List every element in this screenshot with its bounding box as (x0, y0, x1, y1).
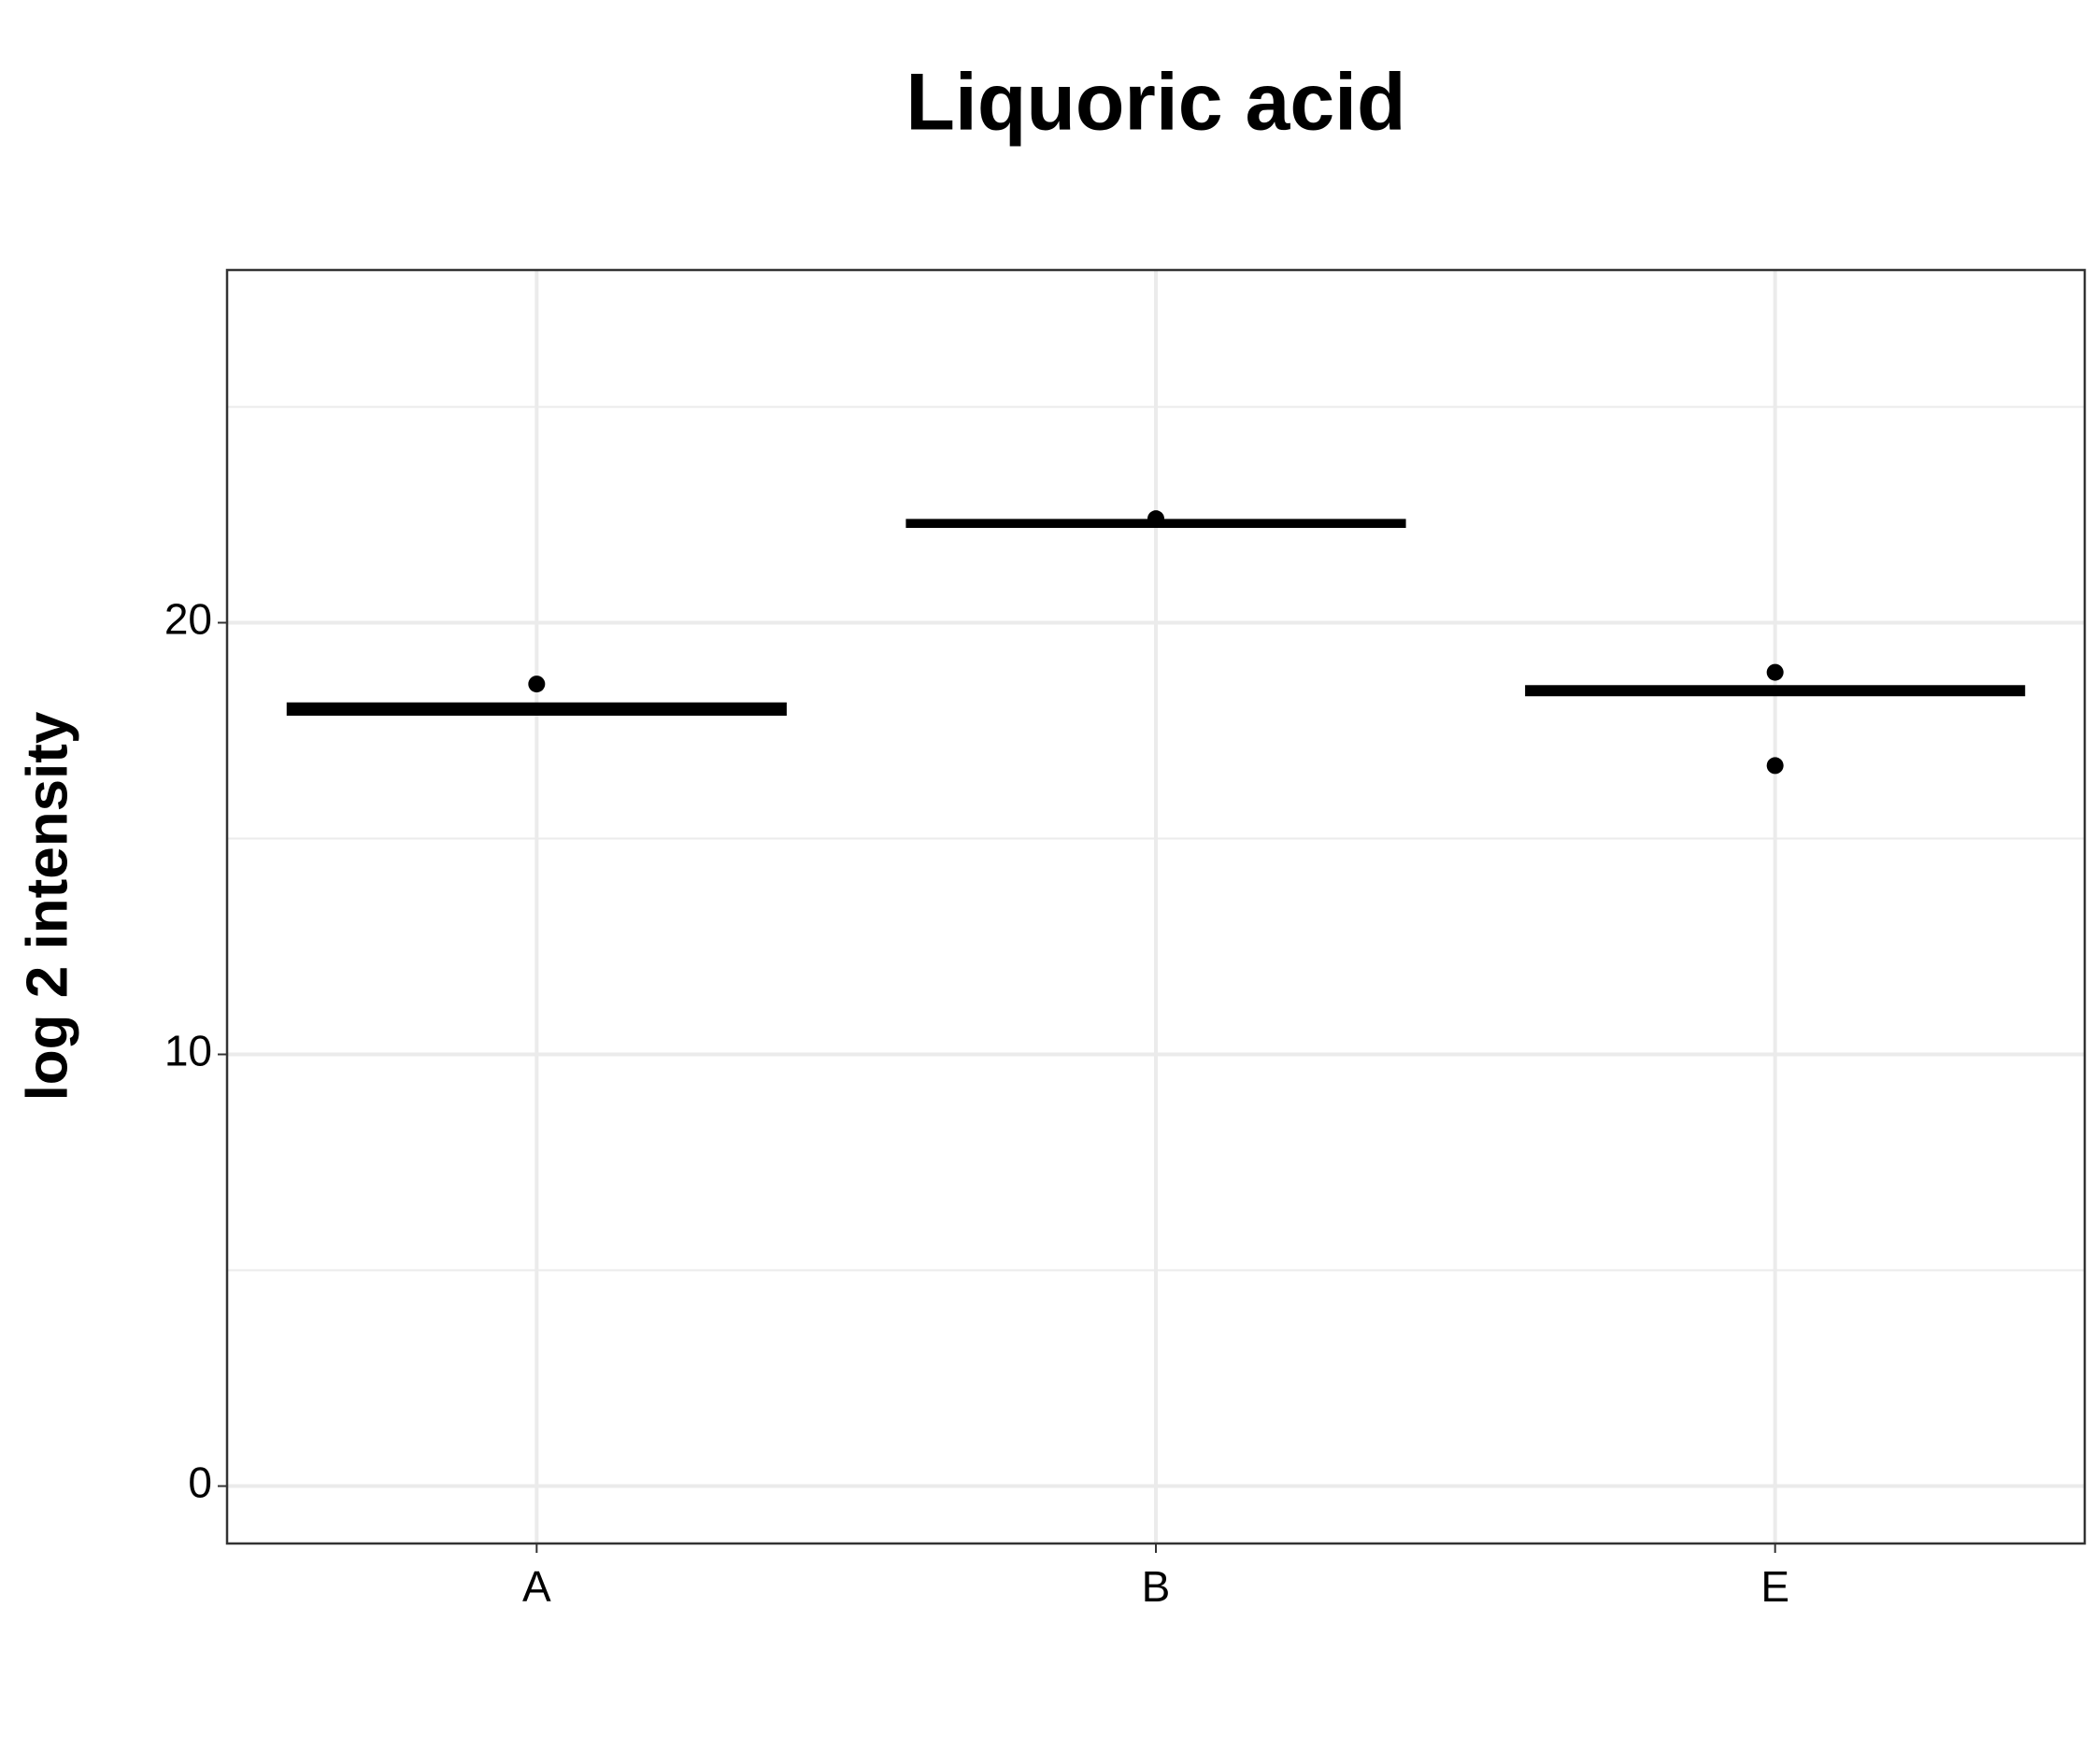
chart-title: Liquoric acid (905, 58, 1405, 148)
x-tick-label: B (1142, 1562, 1171, 1611)
data-point (528, 676, 546, 693)
y-tick-label: 10 (164, 1027, 212, 1075)
y-tick-label: 0 (188, 1458, 212, 1507)
data-point (1766, 757, 1784, 775)
y-axis-label: log 2 intensity (15, 711, 79, 1101)
x-tick-label: E (1760, 1562, 1789, 1611)
data-point (1147, 510, 1164, 528)
panel-border (225, 268, 2087, 1545)
x-tick-label: A (522, 1562, 551, 1611)
y-tick-label: 20 (164, 595, 212, 644)
data-point (1766, 663, 1784, 681)
